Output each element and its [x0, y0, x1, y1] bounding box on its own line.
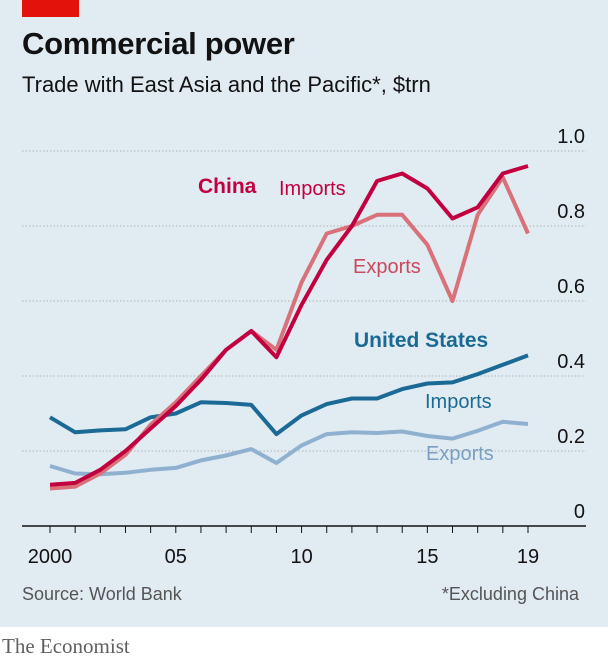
- y-axis-ticks: 1.0 0.8 0.6 0.4 0.2 0: [557, 126, 585, 523]
- x-tick-label: 15: [416, 546, 438, 568]
- china-exports-label: Exports: [353, 256, 421, 278]
- x-tick-label: 2000: [28, 546, 73, 568]
- brand-wordmark: The Economist: [2, 634, 130, 658]
- gridlines: [22, 150, 586, 527]
- x-tick-label: 19: [517, 546, 539, 568]
- series-labels: China Imports Exports United States Impo…: [198, 175, 494, 465]
- x-tick-label: 05: [165, 546, 187, 568]
- y-tick-label: 0: [574, 501, 585, 523]
- chart-card: Commercial power Trade with East Asia an…: [0, 0, 608, 627]
- y-tick-label: 0.2: [557, 426, 585, 448]
- chart-title: Commercial power: [22, 26, 295, 61]
- y-tick-label: 0.8: [557, 201, 585, 223]
- series-line-united-states-exports: [49, 419, 529, 477]
- x-tick-label: 10: [290, 546, 312, 568]
- source-note: Source: World Bank: [22, 584, 182, 604]
- china-group-label: China: [198, 175, 257, 198]
- y-tick-label: 0.4: [557, 351, 585, 373]
- y-tick-label: 1.0: [557, 126, 585, 148]
- us-imports-label: Imports: [425, 391, 492, 413]
- y-tick-label: 0.6: [557, 276, 585, 298]
- series-lines: [48, 164, 530, 491]
- us-exports-label: Exports: [426, 443, 494, 465]
- chart-subtitle: Trade with East Asia and the Pacific*, $…: [22, 72, 431, 97]
- x-axis: 2000 05 10 15 19: [28, 526, 539, 568]
- us-group-label: United States: [354, 329, 488, 352]
- footnote: *Excluding China: [441, 584, 579, 604]
- series-line-china-imports: [49, 164, 529, 487]
- line-chart: 1.0 0.8 0.6 0.4 0.2 0 2000 05 10 15 19 China Impo…: [22, 126, 586, 568]
- china-imports-label: Imports: [279, 178, 346, 200]
- brand-red-tag: [22, 0, 79, 17]
- series-line-united-states-imports: [48, 353, 529, 437]
